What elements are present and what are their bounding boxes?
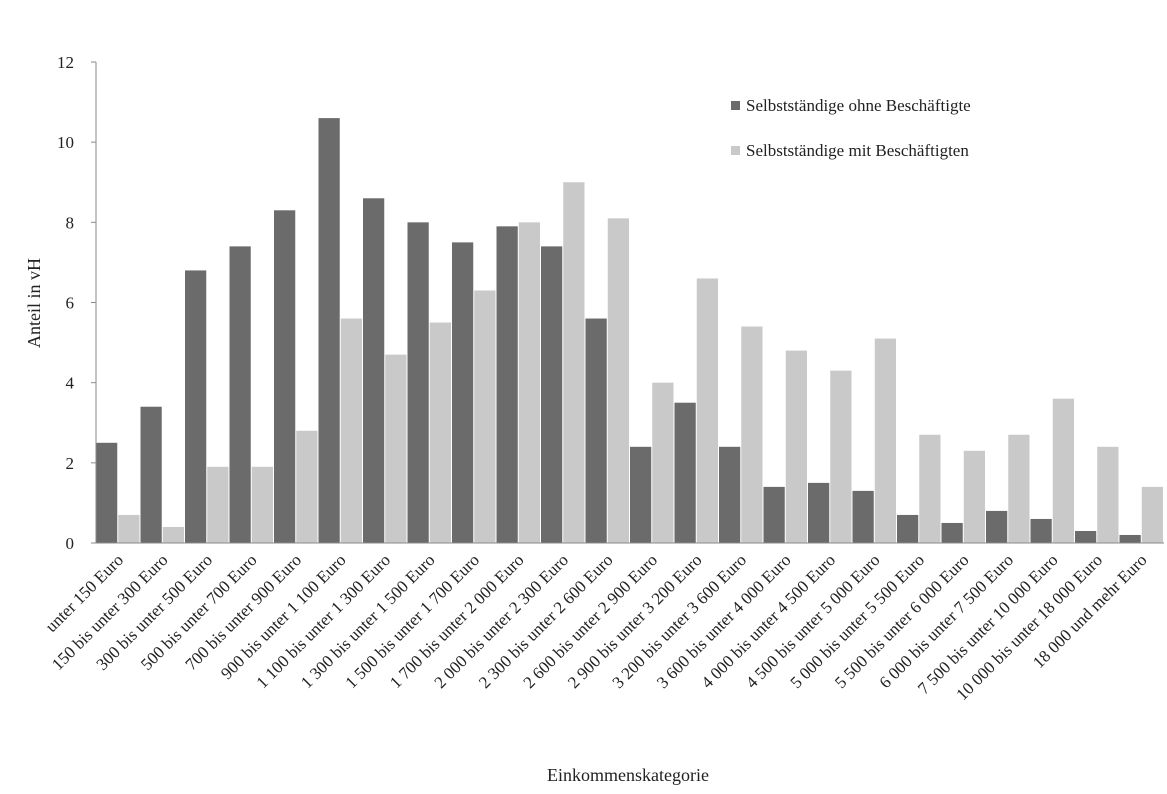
bar-mit-22 [1097,446,1119,543]
y-tick-label: 0 [66,534,75,553]
bar-mit-15 [785,350,807,543]
bar-mit-6 [385,354,407,543]
bar-ohne-11 [585,318,607,543]
legend-label-ohne: Selbstständige ohne Beschäftigte [746,96,971,115]
bar-mit-23 [1141,486,1163,543]
legend-swatch-mit [731,146,740,155]
bar-mit-14 [741,326,763,543]
bar-ohne-22 [1075,530,1097,543]
y-tick-label: 4 [66,374,75,393]
legend-label-mit: Selbstständige mit Beschäftigten [746,141,969,160]
bar-mit-5 [340,318,362,543]
y-axis: 0 2 4 6 8 10 12 [57,53,97,553]
bar-ohne-10 [541,246,563,543]
bar-ohne-20 [986,510,1008,543]
bar-ohne-23 [1119,534,1141,543]
y-tick-label: 8 [66,213,75,232]
bar-ohne-12 [630,446,652,543]
bar-ohne-0 [96,442,118,543]
bar-ohne-4 [274,210,296,543]
y-tick-label: 12 [57,53,74,72]
y-axis-title: Anteil in vH [24,258,44,348]
bar-ohne-16 [808,482,830,544]
bar-ohne-15 [763,486,785,543]
bar-mit-3 [251,466,273,543]
bar-mit-19 [963,450,985,543]
bar-ohne-8 [452,242,474,544]
plot-area [96,118,1163,544]
bar-ohne-14 [719,446,741,543]
bar-ohne-1 [140,406,162,543]
bar-mit-1 [162,526,184,543]
bar-mit-9 [518,222,540,543]
bar-mit-17 [874,338,896,543]
bar-ohne-2 [185,270,207,543]
y-tick-label: 6 [66,294,75,313]
bar-mit-0 [118,514,140,543]
y-tick-label: 2 [66,454,75,473]
bar-ohne-6 [363,198,385,543]
bar-mit-13 [696,278,718,543]
bar-ohne-3 [229,246,251,543]
bar-mit-18 [919,434,941,543]
legend-swatch-ohne [731,101,740,110]
bar-mit-2 [207,466,229,543]
x-axis-title: Einkommenskategorie [547,765,709,785]
bar-ohne-21 [1030,518,1052,543]
bar-ohne-17 [852,490,874,543]
bar-mit-10 [563,182,585,543]
bar-ohne-19 [941,522,963,543]
bar-mit-11 [607,218,629,543]
bar-mit-12 [652,382,674,543]
bar-mit-21 [1052,398,1074,543]
bar-ohne-9 [496,226,518,543]
legend: Selbstständige ohne Beschäftigte Selbsts… [731,96,971,160]
bar-ohne-7 [407,222,429,543]
bar-ohne-5 [318,118,340,544]
bar-mit-16 [830,370,852,543]
y-tick-label: 10 [57,133,74,152]
bar-mit-8 [474,290,496,543]
bar-mit-20 [1008,434,1030,543]
bar-ohne-13 [674,402,696,543]
bar-mit-7 [429,322,451,543]
bar-ohne-18 [897,514,919,543]
bar-mit-4 [296,430,318,543]
